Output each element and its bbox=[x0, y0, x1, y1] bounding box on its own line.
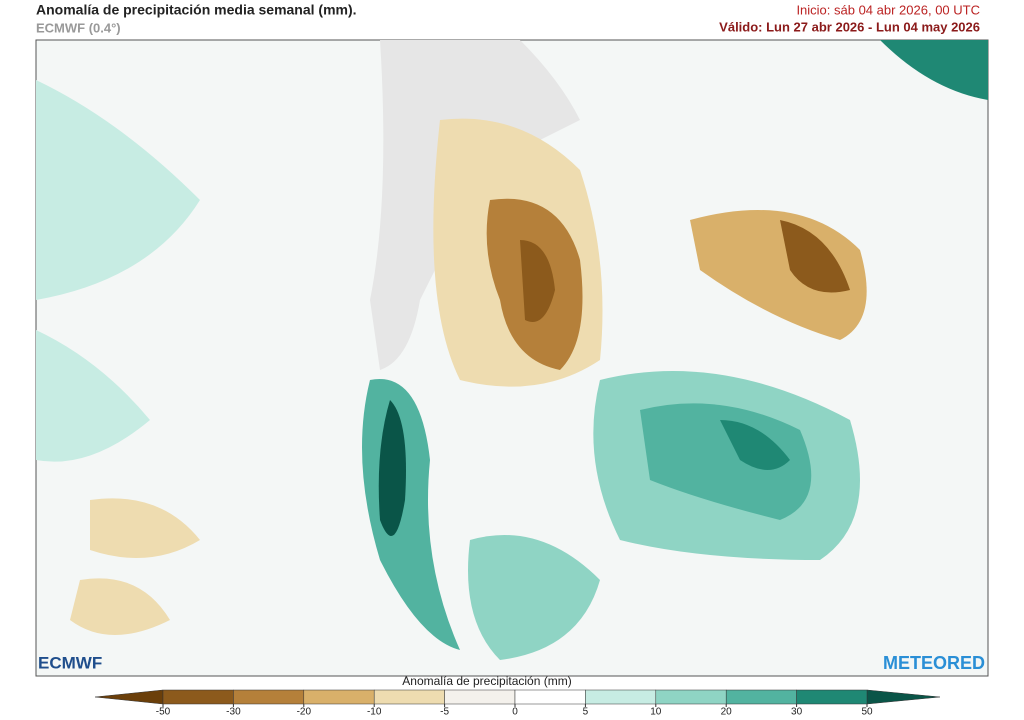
anomaly-area bbox=[720, 420, 790, 470]
map bbox=[35, 39, 989, 677]
anomaly-area bbox=[36, 330, 150, 462]
colorbar-segment bbox=[655, 689, 727, 705]
anomaly-area bbox=[780, 220, 850, 293]
anomaly-area bbox=[70, 578, 170, 635]
colorbar-tick-label: 30 bbox=[791, 707, 803, 718]
colorbar-tick-label: 50 bbox=[861, 707, 873, 718]
colorbar-segment bbox=[514, 689, 586, 705]
ecmwf-logo: ECMWF bbox=[38, 653, 102, 672]
colorbar-segment bbox=[233, 689, 305, 705]
valid-date: Válido: Lun 27 abr 2026 - Lun 04 may 202… bbox=[719, 19, 980, 34]
colorbar-segment bbox=[796, 689, 868, 705]
meteored-logo: METEORED bbox=[883, 653, 985, 673]
colorbar-tick-label: -20 bbox=[297, 707, 312, 718]
colorbar-tick-label: 10 bbox=[650, 707, 662, 718]
anomaly-area bbox=[640, 403, 812, 520]
colorbar: -50 -30 -20 -10 -5 0 5 10 20 30 50 bbox=[94, 689, 941, 718]
colorbar-tick-label: 20 bbox=[721, 707, 733, 718]
colorbar-tick-label: -10 bbox=[367, 707, 382, 718]
colorbar-segment bbox=[725, 689, 797, 705]
colorbar-segment bbox=[162, 689, 234, 705]
colorbar-segment bbox=[303, 689, 375, 705]
colorbar-tick-label: 0 bbox=[512, 707, 518, 718]
anomaly-area bbox=[880, 40, 988, 100]
title: Anomalía de precipitación media semanal … bbox=[36, 2, 357, 18]
colorbar-tick-label: -30 bbox=[226, 707, 241, 718]
colorbar-segment bbox=[585, 689, 657, 705]
colorbar-segment bbox=[444, 689, 516, 705]
model: ECMWF (0.4°) bbox=[36, 20, 121, 35]
colorbar-extension bbox=[866, 689, 941, 705]
colorbar-label: Anomalía de precipitación (mm) bbox=[402, 674, 571, 688]
anomaly-area bbox=[468, 535, 600, 660]
anomaly-area bbox=[90, 498, 200, 558]
init-date: Inicio: sáb 04 abr 2026, 00 UTC bbox=[796, 2, 980, 17]
colorbar-tick-label: -50 bbox=[156, 707, 171, 718]
colorbar-tick-label: 5 bbox=[583, 707, 589, 718]
colorbar-segment bbox=[373, 689, 445, 705]
anomaly-area bbox=[520, 240, 555, 322]
colorbar-extension bbox=[94, 689, 164, 705]
anomaly-area bbox=[378, 400, 406, 536]
anomaly-area bbox=[36, 80, 200, 300]
colorbar-tick-label: -5 bbox=[440, 707, 449, 718]
land bbox=[370, 40, 580, 370]
